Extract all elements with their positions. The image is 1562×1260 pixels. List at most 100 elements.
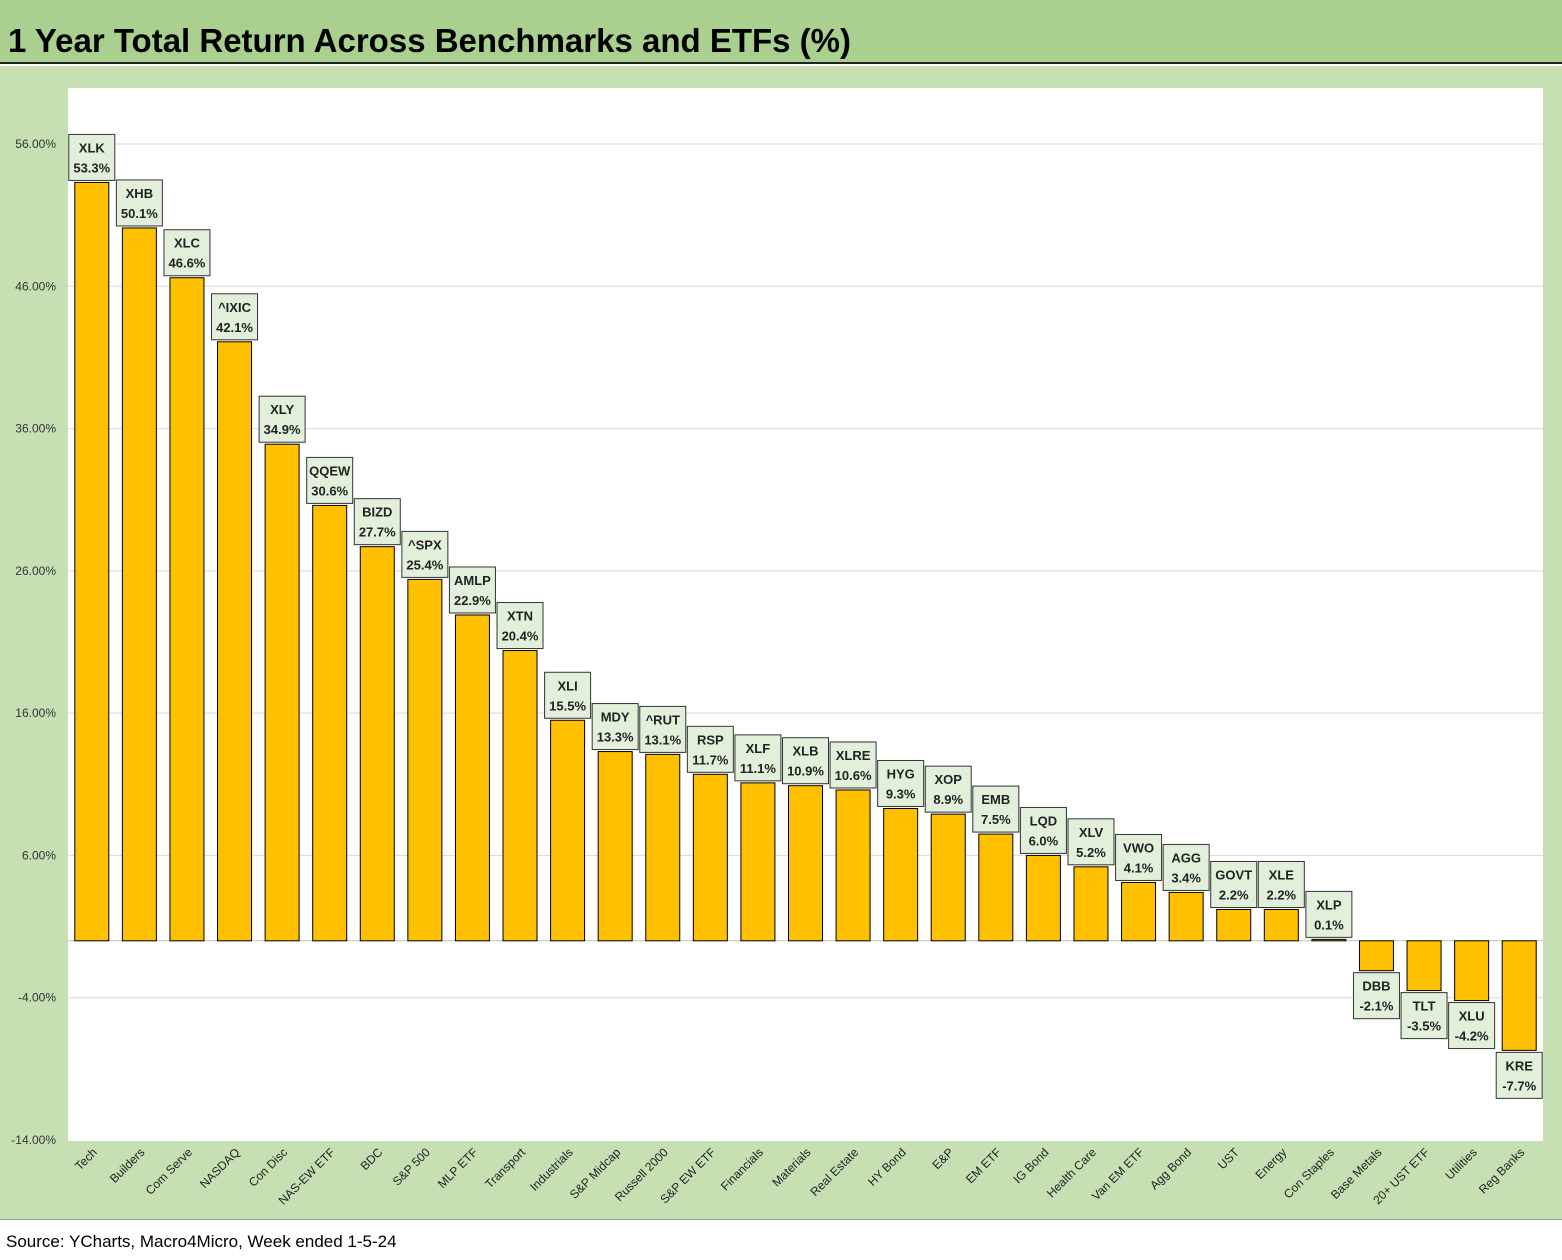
data-label: 10.9% [787,764,824,779]
data-label-box [591,703,639,751]
data-label-box [829,741,877,789]
ticker-label: XLC [174,236,201,251]
chart-area: 56.00% 46.00% 36.00% 26.00% 16.00% 6.00% -4.00… [0,66,1562,1219]
data-label-box [1067,818,1115,866]
category-label: Energy [1253,1145,1290,1182]
data-label-box [924,765,972,813]
bar [1025,854,1061,942]
data-label: 11.7% [692,752,729,767]
bar [121,227,157,942]
bar [1073,866,1109,942]
data-label: 34.9% [264,422,301,437]
data-label-box [448,566,496,614]
ticker-label: TLT [1413,999,1436,1014]
ticker-label: XLU [1459,1009,1485,1024]
data-label-box [401,530,449,578]
data-label-box [877,759,925,807]
bar [1406,940,1442,992]
y-tick-label: 16.00% [15,706,56,720]
bar [550,719,586,942]
bar [1501,940,1537,1051]
y-tick-label: -4.00% [18,991,56,1005]
data-label: 2.2% [1219,887,1249,902]
bar [1168,891,1204,942]
data-label: 46.6% [169,256,206,271]
ticker-label: HYG [887,766,915,781]
ticker-label: AGG [1171,850,1201,865]
bar [454,614,490,942]
data-label-box [211,293,259,341]
ticker-label: XLV [1079,825,1104,840]
data-label: 30.6% [311,483,348,498]
data-label-box [115,179,163,227]
bar [264,443,300,942]
bar [835,789,871,942]
data-label: 22.9% [454,593,491,608]
ticker-label: ^IXIC [218,300,251,315]
category-label: Com Serve [143,1145,196,1198]
data-label: 2.2% [1266,887,1296,902]
bar [1121,881,1157,942]
data-label: -2.1% [1359,999,1393,1014]
data-label-box [1400,992,1448,1040]
bar [1216,908,1252,942]
y-tick-label: 36.00% [15,422,56,436]
bar [407,578,443,942]
category-label: E&P [929,1145,956,1172]
ticker-label: ^SPX [408,537,442,552]
data-label-box [496,602,544,650]
category-label: Tech [72,1145,100,1173]
category-label: Materials [769,1145,813,1189]
bar [1454,940,1490,1002]
category-label: Reg Banks [1476,1145,1527,1196]
data-label-box [306,456,354,504]
source-bar: Source: YCharts, Macro4Micro, Week ended… [0,1219,1562,1260]
data-label: 5.2% [1076,845,1106,860]
data-label: 6.0% [1029,833,1059,848]
data-label: 13.3% [597,730,634,745]
data-label: -7.7% [1502,1078,1536,1093]
data-label: 0.1% [1314,917,1344,932]
bar [1358,940,1394,972]
ticker-label: MDY [601,710,630,725]
bar [645,753,681,942]
ticker-label: XLE [1269,867,1295,882]
ticker-label: XLRE [836,748,871,763]
category-label: MLP ETF [435,1145,481,1191]
bar [930,813,966,942]
data-label: 15.5% [549,698,586,713]
data-label: 13.1% [644,732,681,747]
category-label: Transport [482,1145,528,1191]
data-label: 10.6% [835,768,872,783]
ticker-label: KRE [1505,1058,1533,1073]
ticker-label: LQD [1030,813,1057,828]
data-label: 42.1% [216,320,253,335]
ticker-label: XLY [270,402,294,417]
data-label: 4.1% [1124,860,1154,875]
data-label-box [639,705,687,753]
ticker-label: XHB [126,186,153,201]
data-label-box [734,734,782,782]
ticker-label: XLF [746,741,771,756]
bar [883,807,919,942]
ticker-label: DBB [1362,979,1390,994]
data-label-box [258,395,306,443]
category-label: Industrials [527,1145,576,1194]
ticker-label: XLK [79,140,106,155]
category-label: UST [1215,1145,1242,1172]
ticker-label: BIZD [362,505,392,520]
y-tick-label: 26.00% [15,564,56,578]
ticker-label: XOP [935,772,963,787]
y-tick-label: -14.00% [11,1133,56,1147]
data-label-box [1019,806,1067,854]
data-label-box [972,785,1020,833]
data-label-box [1210,860,1258,908]
ticker-label: VWO [1123,840,1154,855]
data-label-box [1352,972,1400,1020]
data-label: 20.4% [502,629,539,644]
ticker-label: XTN [507,609,533,624]
category-label: NASDAQ [197,1145,243,1191]
ticker-label: XLI [557,678,577,693]
category-label: EM ETF [963,1145,1004,1186]
data-label-box [544,671,592,719]
